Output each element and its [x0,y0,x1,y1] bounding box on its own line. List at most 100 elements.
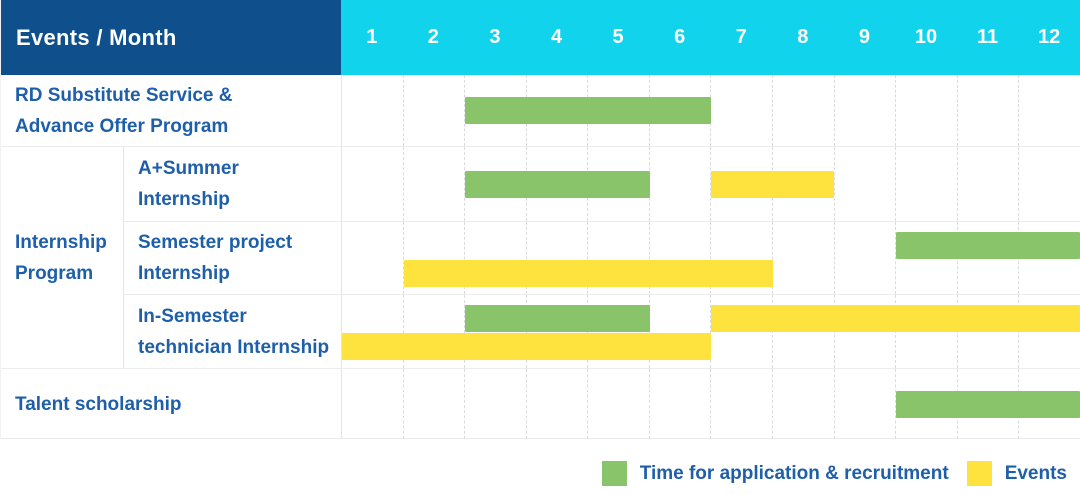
bar-application [895,232,1080,259]
month-cell-6 [648,369,711,439]
row-a-summer-internship: A+Summer Internship [1,146,1080,221]
bar-event [403,260,773,287]
bar-application [465,97,711,124]
month-cell-7 [710,369,772,439]
row-label-talent-scholarship: Talent scholarship [1,369,341,439]
row-grid-a-summer-internship [341,147,1080,221]
bar-application [465,305,650,332]
legend-label-events: Events [1004,462,1067,484]
month-cell-2 [402,369,465,439]
row-grid-rd-substitute-service-advance- [341,75,1080,146]
bar-application [895,391,1080,418]
month-header-8: 8 [797,26,809,48]
legend-item-events: Events [966,461,1067,486]
month-cell-3 [464,369,526,439]
row-label-a-summer-internship: A+Summer Internship [124,147,341,221]
row-label-line: RD Substitute Service & [15,84,233,106]
bar-event [711,305,1080,332]
legend-label-application: Time for application & recruitment [639,462,949,484]
month-cell-9 [833,75,896,146]
row-grid-semester-project-internship [341,222,1080,294]
month-cell-5 [587,222,649,294]
bar-event [342,333,711,360]
month-cell-2 [402,147,465,221]
month-cell-5 [587,369,649,439]
month-header-6: 6 [674,26,686,48]
month-cell-11 [956,75,1019,146]
legend-item-application: Time for application & recruitment [601,461,949,486]
month-cell-3 [464,295,526,368]
month-cell-8 [772,222,834,294]
row-label-rd-substitute-service-advance-: RD Substitute Service & Advance Offer Pro… [1,75,341,146]
row-label-line: technician Internship [138,336,330,358]
group-label-line: Internship [15,231,107,253]
month-header-1: 1 [366,26,378,48]
month-cell-12 [1018,75,1080,146]
row-label-in-semester-technician-interns: In-Semester technician Internship [124,295,341,368]
month-cell-7 [710,75,772,146]
month-cell-2 [402,222,465,294]
bar-event [711,171,834,198]
month-header-9: 9 [858,26,870,48]
table-header-row: Events / Month 1 2 3 4 5 6 7 8 9 10 11 12 [1,0,1080,75]
row-in-semester-technician-interns: In-Semester technician Internship [1,294,1080,368]
month-cell-9 [833,147,896,221]
row-label-line: Semester project [138,232,293,253]
month-cell-8 [772,369,834,439]
row-grid-talent-scholarship [341,369,1080,439]
row-semester-project-internship: Semester project Internship [1,221,1080,294]
month-cell-3 [464,75,526,146]
month-cell-10 [895,75,957,146]
events-month-table: Events / Month 1 2 3 4 5 6 7 8 9 10 11 12 RD Substi… [0,0,1080,439]
group-label-line: Program [15,262,94,284]
month-cell-7 [710,295,772,368]
legend: Time for application & recruitment Event… [601,461,1067,486]
month-cell-9 [833,369,896,439]
month-cell-4 [525,369,588,439]
month-header-12: 12 [1038,26,1061,48]
month-cell-9 [833,222,896,294]
row-label-line: A+Summer [138,158,239,179]
month-cell-1 [342,222,403,294]
month-header-5: 5 [612,26,624,48]
group-cell-internship-program: Internship Program [1,146,124,368]
month-header-row: 1 2 3 4 5 6 7 8 9 10 11 12 [341,0,1080,75]
row-label-line: Advance Offer Program [15,115,229,137]
row-grid-in-semester-technician-interns [341,295,1080,368]
month-header-2: 2 [427,26,439,48]
month-header-3: 3 [489,26,501,48]
month-cell-11 [956,147,1019,221]
month-header-4: 4 [550,26,563,48]
month-cell-4 [525,222,588,294]
events-color-swatch [966,461,992,486]
month-cell-8 [772,75,834,146]
month-cell-6 [648,222,711,294]
month-cell-1 [342,75,403,146]
month-cell-12 [1018,147,1080,221]
gantt-body: RD Substitute Service & Advance Offer Pro… [1,75,1080,439]
month-cell-2 [402,75,465,146]
row-label-line: Talent scholarship [15,393,182,415]
bar-application [465,171,650,198]
month-cell-10 [895,147,957,221]
events-month-header: Events / Month [1,0,341,75]
month-cell-2 [402,295,465,368]
month-header-10: 10 [914,26,938,48]
application-color-swatch [601,461,627,486]
month-cell-1 [342,147,403,221]
row-label-line: Internship [138,263,230,284]
row-label-semester-project-internship: Semester project Internship [124,222,341,294]
row-label-line: In-Semester [138,305,247,327]
month-header-7: 7 [735,26,747,48]
month-header-11: 11 [976,26,999,48]
row-label-line: Internship [138,189,230,210]
month-cell-6 [648,147,711,221]
month-cell-7 [710,147,772,221]
month-cell-1 [342,369,403,439]
row-rd-substitute-service-advance-: RD Substitute Service & Advance Offer Pro… [1,75,1080,146]
month-cell-7 [710,222,772,294]
row-talent-scholarship: Talent scholarship [1,368,1080,439]
month-cell-3 [464,222,526,294]
month-cell-3 [464,147,526,221]
